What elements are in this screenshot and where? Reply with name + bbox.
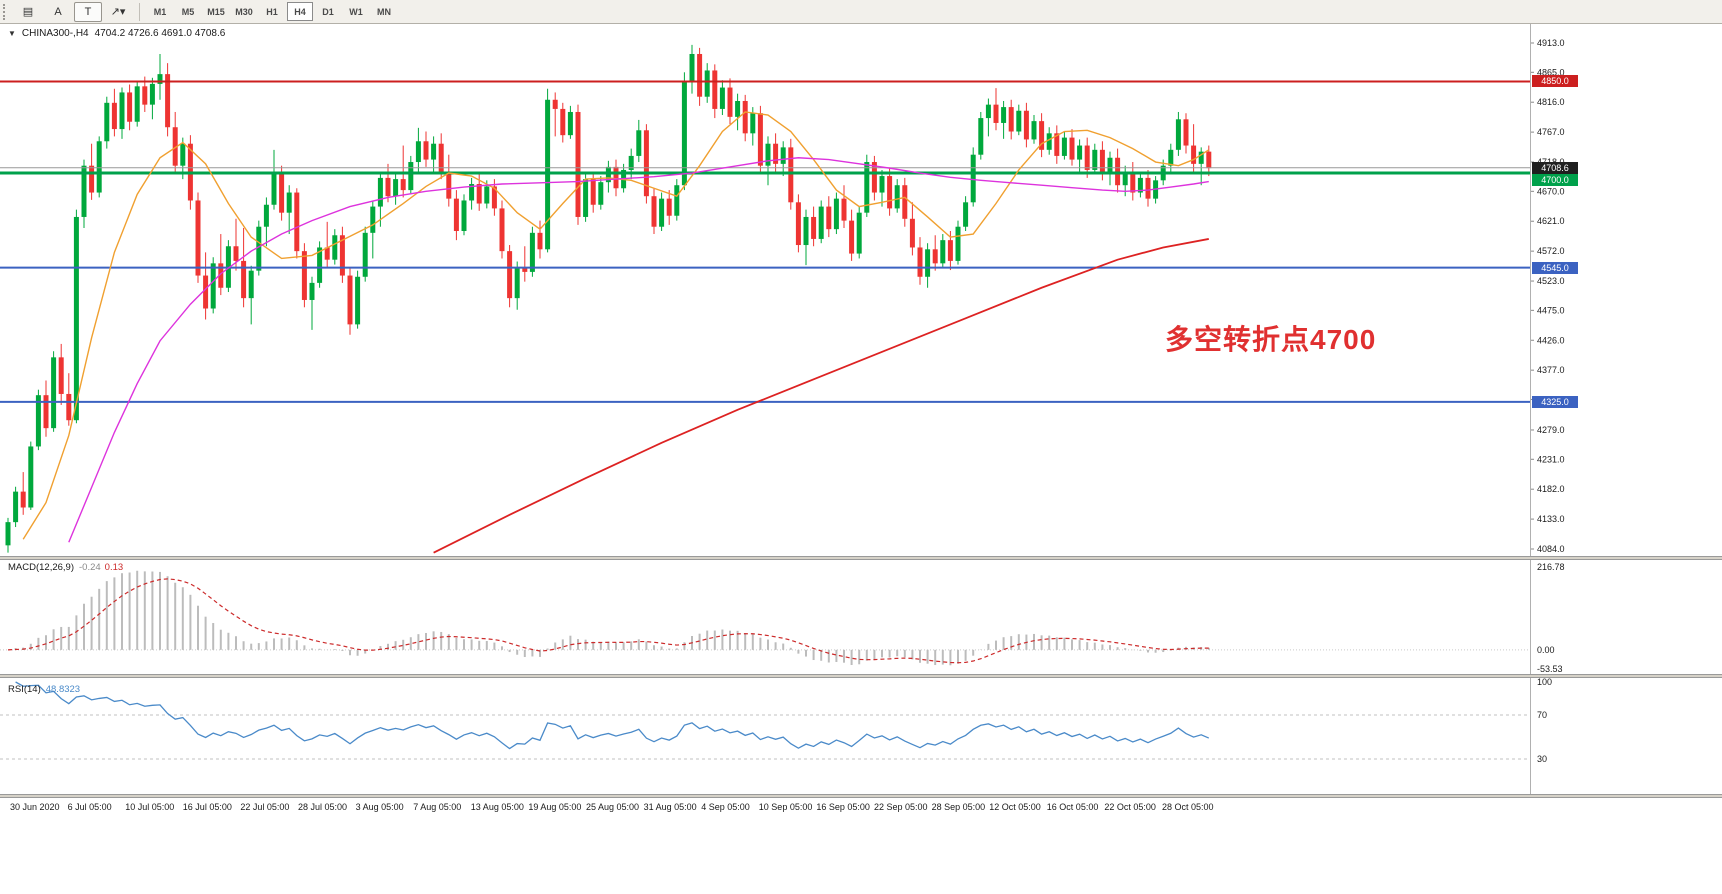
arrow-tools-dropdown[interactable]: ↗▾ xyxy=(110,6,126,18)
date-label: 31 Aug 05:00 xyxy=(644,802,697,812)
date-label: 28 Sep 05:00 xyxy=(932,802,986,812)
svg-text:-53.53: -53.53 xyxy=(1537,664,1563,674)
timeframe-m5-button[interactable]: M5 xyxy=(181,6,195,17)
svg-text:0.00: 0.00 xyxy=(1537,645,1555,655)
timeframe-d1-button[interactable]: D1 xyxy=(322,6,334,17)
svg-text:4084.0: 4084.0 xyxy=(1537,544,1565,554)
timeframe-w1-button[interactable]: W1 xyxy=(349,6,363,17)
timeframe-m15-button[interactable]: M15 xyxy=(207,6,225,17)
svg-text:4572.0: 4572.0 xyxy=(1537,246,1565,256)
timeframe-m1-button[interactable]: M1 xyxy=(153,6,167,17)
date-label: 16 Oct 05:00 xyxy=(1047,802,1099,812)
macd-name: MACD(12,26,9) xyxy=(8,562,74,573)
text-annotation-button[interactable]: A xyxy=(54,5,62,18)
date-label: 25 Aug 05:00 xyxy=(586,802,639,812)
svg-text:216.78: 216.78 xyxy=(1537,562,1565,572)
toolbar-grip[interactable] xyxy=(3,3,9,20)
rsi-line xyxy=(15,681,1210,750)
price-tag-4708.6: 4708.6 xyxy=(1532,161,1578,174)
symbol-ohlc: 4704.2 4726.6 4691.0 4708.6 xyxy=(94,28,226,39)
main-price-panel xyxy=(0,44,1530,554)
timeframe-h4-button[interactable]: H4 xyxy=(287,2,313,21)
svg-text:4475.0: 4475.0 xyxy=(1537,305,1565,315)
rsi-label: RSI(14) 48.8323 xyxy=(8,684,80,695)
date-label: 7 Aug 05:00 xyxy=(413,802,461,812)
price-tag-4325.0: 4325.0 xyxy=(1532,395,1578,408)
price-tag-4545.0: 4545.0 xyxy=(1532,261,1578,274)
date-label: 22 Jul 05:00 xyxy=(240,802,289,812)
timeframe-mn-button[interactable]: MN xyxy=(377,6,391,17)
timeframe-button-group: M1 M5 M15 M30 H1 H4 D1 W1 MN xyxy=(146,2,398,21)
svg-text:4621.0: 4621.0 xyxy=(1537,216,1565,226)
date-label: 10 Jul 05:00 xyxy=(125,802,174,812)
axes: 4913.04865.04816.04767.04718.04670.04621… xyxy=(0,24,1722,812)
mid-ma-line xyxy=(68,157,1209,543)
price-tag-4700.0: 4700.0 xyxy=(1532,173,1578,186)
date-label: 16 Jul 05:00 xyxy=(183,802,232,812)
rsi-panel: 100 70 30 xyxy=(0,677,1552,764)
date-label: 16 Sep 05:00 xyxy=(816,802,870,812)
toolbar-separator xyxy=(139,2,140,21)
date-label: 10 Sep 05:00 xyxy=(759,802,813,812)
svg-text:4523.0: 4523.0 xyxy=(1537,276,1565,286)
svg-text:4913.0: 4913.0 xyxy=(1537,38,1565,48)
date-label: 28 Jul 05:00 xyxy=(298,802,347,812)
date-label: 19 Aug 05:00 xyxy=(528,802,581,812)
svg-text:4133.0: 4133.0 xyxy=(1537,514,1565,524)
svg-text:4670.0: 4670.0 xyxy=(1537,186,1565,196)
timeframe-m30-button[interactable]: M30 xyxy=(235,6,253,17)
svg-text:4377.0: 4377.0 xyxy=(1537,365,1565,375)
charts-list-button[interactable]: ▤ xyxy=(22,6,34,18)
collapse-icon[interactable]: ▼ xyxy=(8,29,16,38)
price-tag-4850.0: 4850.0 xyxy=(1532,75,1578,88)
text-tool-button[interactable]: T xyxy=(74,1,102,22)
svg-text:4767.0: 4767.0 xyxy=(1537,127,1565,137)
date-label: 30 Jun 2020 xyxy=(10,802,60,812)
rsi-name: RSI(14) xyxy=(8,684,41,695)
date-label: 22 Sep 05:00 xyxy=(874,802,928,812)
macd-signal-line xyxy=(7,578,1209,664)
date-label: 13 Aug 05:00 xyxy=(471,802,524,812)
svg-text:4279.0: 4279.0 xyxy=(1537,425,1565,435)
timeframe-h1-button[interactable]: H1 xyxy=(266,6,278,17)
svg-text:4231.0: 4231.0 xyxy=(1537,454,1565,464)
date-label: 22 Oct 05:00 xyxy=(1104,802,1156,812)
tool-button-group: ▤ A T ↗▾ xyxy=(13,1,133,22)
symbol-info: ▼ CHINA300-,H4 4704.2 4726.6 4691.0 4708… xyxy=(8,28,225,39)
turning-point-annotation: 多空转折点4700 xyxy=(1165,324,1377,356)
macd-value-1: -0.24 xyxy=(79,562,101,573)
svg-text:100: 100 xyxy=(1537,677,1552,687)
symbol-name: CHINA300-,H4 xyxy=(21,28,89,39)
macd-label: MACD(12,26,9) -0.24 0.13 xyxy=(8,562,123,573)
macd-value-2: 0.13 xyxy=(104,562,124,573)
toolbar: ▤ A T ↗▾ M1 M5 M15 M30 H1 H4 D1 W1 MN xyxy=(0,0,1722,24)
svg-text:4816.0: 4816.0 xyxy=(1537,97,1565,107)
fast-ma-line xyxy=(22,111,1210,540)
date-label: 3 Aug 05:00 xyxy=(356,802,404,812)
svg-text:4865.0: 4865.0 xyxy=(1537,67,1565,77)
date-label: 6 Jul 05:00 xyxy=(68,802,112,812)
date-label: 12 Oct 05:00 xyxy=(989,802,1041,812)
slow-ma-line xyxy=(433,238,1209,554)
svg-text:70: 70 xyxy=(1537,710,1547,720)
date-label: 28 Oct 05:00 xyxy=(1162,802,1214,812)
macd-panel: 216.78 0.00 -53.53 xyxy=(0,562,1565,674)
date-label: 4 Sep 05:00 xyxy=(701,802,750,812)
svg-text:30: 30 xyxy=(1537,754,1547,764)
rsi-value: 48.8323 xyxy=(45,684,81,695)
svg-text:4182.0: 4182.0 xyxy=(1537,484,1565,494)
svg-text:4426.0: 4426.0 xyxy=(1537,335,1565,345)
